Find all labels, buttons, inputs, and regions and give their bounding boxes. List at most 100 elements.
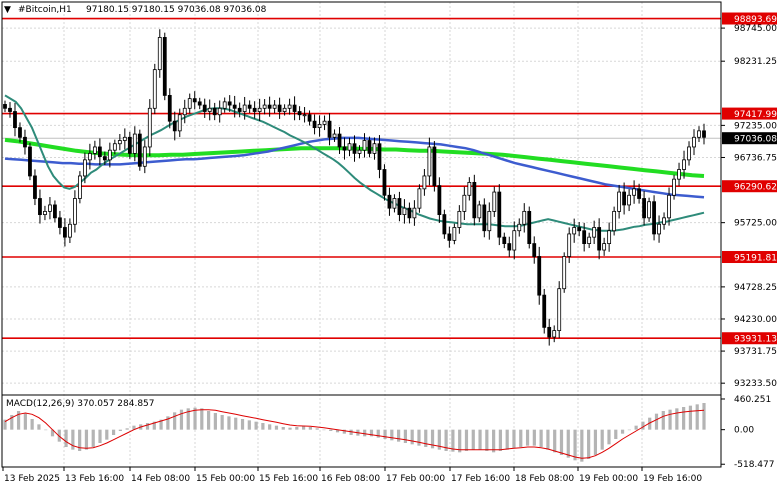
candle-body[interactable] <box>53 204 57 219</box>
candle-body[interactable] <box>252 107 257 112</box>
candle-body[interactable] <box>552 330 557 338</box>
candle-body[interactable] <box>28 146 32 177</box>
candles-series[interactable] <box>3 29 706 346</box>
candle-body[interactable] <box>147 107 152 148</box>
candle-body[interactable] <box>387 194 392 209</box>
candle-body[interactable] <box>127 136 132 154</box>
candle-body[interactable] <box>587 236 592 244</box>
candle-body[interactable] <box>412 207 417 219</box>
candle-body[interactable] <box>677 169 681 180</box>
candle-body[interactable] <box>307 114 312 122</box>
candle-body[interactable] <box>602 243 607 251</box>
horizontal-levels[interactable]: 98893.69 97417.99 96290.62 95191.81 93931.13… <box>2 12 777 345</box>
candle-body[interactable] <box>652 201 656 235</box>
candle-body[interactable] <box>437 185 442 216</box>
candle-body[interactable] <box>157 37 162 71</box>
candle-body[interactable] <box>187 98 192 109</box>
candle-body[interactable] <box>472 181 477 219</box>
candle-body[interactable] <box>527 210 532 244</box>
candle-body[interactable] <box>212 107 217 116</box>
candle-body[interactable] <box>73 198 77 225</box>
candle-body[interactable] <box>562 256 567 290</box>
candle-body[interactable] <box>492 191 497 212</box>
candle-body[interactable] <box>77 175 82 199</box>
time-axis[interactable]: 13 Feb 2025 13 Feb 16:00 14 Feb 08:00 15 Fe… <box>2 467 702 484</box>
candle-body[interactable] <box>517 223 522 232</box>
candle-body[interactable] <box>612 210 617 232</box>
candle-body[interactable] <box>87 153 92 161</box>
candle-body[interactable] <box>327 120 332 138</box>
price-axis[interactable]: 98745.00 98231.25 97235.00 96736.75 95725.00… <box>721 24 777 389</box>
candle-body[interactable] <box>107 149 112 161</box>
candle-body[interactable] <box>317 124 322 129</box>
candle-body[interactable] <box>632 188 636 196</box>
candle-body[interactable] <box>182 107 187 116</box>
candle-body[interactable] <box>467 181 472 196</box>
candle-body[interactable] <box>48 204 52 212</box>
candle-body[interactable] <box>522 210 527 225</box>
candle-body[interactable] <box>427 146 432 177</box>
candle-body[interactable] <box>457 210 462 228</box>
candle-body[interactable] <box>667 194 671 219</box>
candle-body[interactable] <box>672 178 676 196</box>
candle-body[interactable] <box>167 95 172 122</box>
candle-body[interactable] <box>13 111 17 129</box>
candle-body[interactable] <box>63 227 67 238</box>
candle-body[interactable] <box>532 243 537 257</box>
candle-body[interactable] <box>82 159 87 177</box>
candle-body[interactable] <box>377 143 382 170</box>
candle-body[interactable] <box>567 233 572 257</box>
candle-body[interactable] <box>292 104 297 112</box>
candle-body[interactable] <box>502 236 507 244</box>
candle-body[interactable] <box>622 191 627 206</box>
candle-body[interactable] <box>462 194 467 212</box>
candle-body[interactable] <box>537 256 542 296</box>
candle-body[interactable] <box>267 104 272 109</box>
candle-body[interactable] <box>192 98 197 103</box>
candle-body[interactable] <box>162 37 167 96</box>
candle-body[interactable] <box>572 227 577 235</box>
candle-body[interactable] <box>112 143 117 151</box>
candle-body[interactable] <box>282 107 287 112</box>
candle-body[interactable] <box>242 104 247 112</box>
candle-body[interactable] <box>642 198 646 219</box>
candle-body[interactable] <box>582 230 587 244</box>
candle-body[interactable] <box>122 136 127 141</box>
candle-body[interactable] <box>687 146 691 161</box>
candle-body[interactable] <box>172 120 177 132</box>
candle-body[interactable] <box>617 191 622 212</box>
candle-body[interactable] <box>682 159 686 170</box>
candle-body[interactable] <box>367 140 372 154</box>
candle-body[interactable] <box>247 104 252 109</box>
candle-body[interactable] <box>397 198 402 216</box>
candle-body[interactable] <box>102 156 107 161</box>
candle-body[interactable] <box>287 104 292 109</box>
candle-body[interactable] <box>322 120 327 125</box>
candle-body[interactable] <box>68 223 72 238</box>
candle-body[interactable] <box>577 227 582 232</box>
candle-body[interactable] <box>447 233 452 241</box>
candle-body[interactable] <box>332 133 337 138</box>
candle-body[interactable] <box>637 188 641 199</box>
candle-body[interactable] <box>297 111 302 116</box>
candle-body[interactable] <box>402 207 407 216</box>
candle-body[interactable] <box>347 143 352 151</box>
candle-body[interactable] <box>432 146 437 187</box>
candle-body[interactable] <box>352 143 357 154</box>
candle-body[interactable] <box>132 133 137 154</box>
candle-body[interactable] <box>497 191 502 238</box>
candle-body[interactable] <box>152 69 157 109</box>
candle-body[interactable] <box>262 104 267 109</box>
candle-body[interactable] <box>38 198 42 216</box>
candle-body[interactable] <box>23 136 27 148</box>
candle-body[interactable] <box>33 175 37 199</box>
candle-body[interactable] <box>692 136 696 148</box>
candle-body[interactable] <box>312 120 317 129</box>
candle-body[interactable] <box>97 146 102 158</box>
candle-body[interactable] <box>647 201 651 219</box>
candle-body[interactable] <box>117 140 122 145</box>
candle-body[interactable] <box>512 230 517 251</box>
candle-body[interactable] <box>662 217 666 225</box>
